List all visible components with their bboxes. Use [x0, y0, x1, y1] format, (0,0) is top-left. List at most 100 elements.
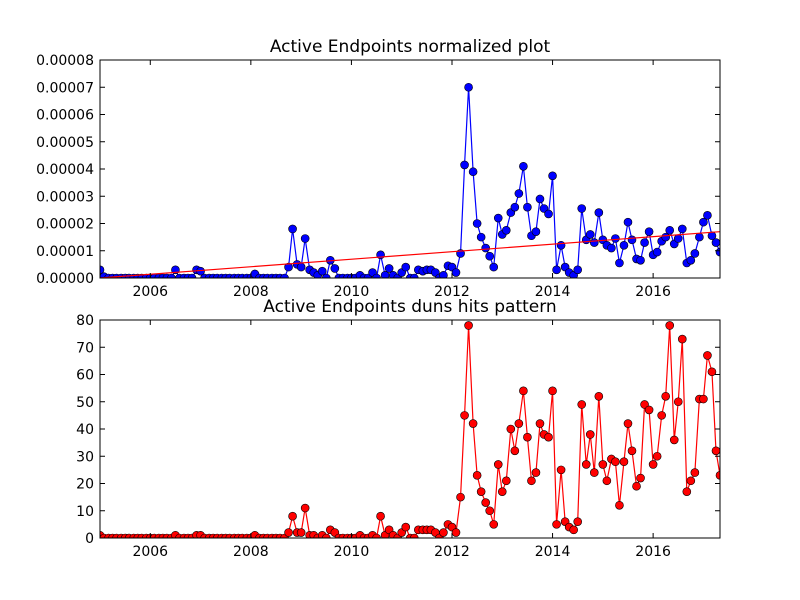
data-point [472, 471, 482, 480]
data-point [464, 82, 473, 92]
data-point [544, 432, 553, 442]
data-point [372, 273, 381, 278]
x-tick-label: 2006 [132, 284, 168, 300]
data-point [552, 265, 561, 275]
data-point [669, 435, 679, 445]
data-point [489, 520, 499, 529]
data-point [372, 533, 381, 538]
x-tick-label: 2008 [233, 284, 269, 300]
data-point [296, 262, 306, 272]
y-tick-label: 40 [76, 422, 94, 438]
data-point [695, 232, 704, 242]
data-point [677, 334, 687, 344]
data-point [384, 264, 394, 273]
y-tick-label: 0.00004 [36, 162, 94, 178]
data-point [556, 241, 566, 250]
x-tick-label: 2016 [635, 284, 671, 300]
data-point [556, 465, 566, 475]
y-tick-label: 0.00005 [36, 135, 94, 151]
data-point [611, 457, 620, 467]
data-point [464, 321, 473, 330]
data-point [703, 211, 712, 220]
data-point [699, 394, 708, 404]
data-point [690, 249, 700, 258]
data-point [321, 273, 331, 278]
y-tick-label: 10 [76, 504, 94, 520]
data-point [409, 533, 419, 538]
data-point [619, 457, 629, 467]
data-point [715, 247, 720, 257]
data-point [585, 230, 595, 239]
data-point [514, 189, 524, 198]
chart-title: Active Endpoints duns hits pattern [263, 297, 556, 317]
data-point [456, 492, 465, 502]
data-point [619, 241, 629, 250]
data-point [501, 476, 511, 486]
data-point [288, 511, 297, 521]
y-tick-label: 0.00000 [36, 271, 94, 287]
data-point [644, 405, 654, 415]
data-point [707, 367, 717, 377]
data-point [623, 217, 633, 227]
data-point [523, 432, 532, 442]
data-point [682, 487, 692, 496]
data-point [468, 419, 478, 428]
data-point [573, 265, 583, 275]
data-point [472, 219, 482, 228]
data-point [288, 224, 297, 234]
y-tick-label: 20 [76, 477, 94, 493]
data-point [330, 264, 340, 273]
y-tick-label: 0.00002 [36, 217, 94, 233]
x-tick-label: 2014 [535, 284, 571, 300]
data-point [527, 476, 536, 486]
data-point [648, 460, 658, 469]
chart-title: Active Endpoints normalized plot [270, 37, 551, 57]
y-tick-label: 0.00007 [36, 80, 94, 96]
x-tick-label: 2010 [334, 544, 370, 560]
data-point [485, 506, 495, 516]
data-point [439, 528, 448, 537]
data-point [615, 500, 624, 510]
data-point [535, 194, 545, 204]
data-point [615, 258, 624, 268]
data-point [548, 171, 557, 181]
y-tick-label: 0 [85, 531, 94, 547]
data-point [661, 391, 670, 401]
data-point [501, 226, 511, 235]
data-point [376, 511, 385, 521]
data-point [519, 161, 528, 171]
data-point [673, 397, 683, 407]
data-point [544, 209, 553, 219]
data-point [636, 473, 645, 483]
data-point [665, 321, 675, 330]
data-point [589, 468, 599, 477]
data-point [623, 419, 633, 428]
data-point [493, 460, 503, 469]
data-point [489, 262, 499, 272]
duns-hits-chart: Active Endpoints duns hits pattern 0 10 20 3… [76, 297, 721, 560]
data-point [296, 528, 306, 537]
data-point [548, 386, 557, 396]
data-point [585, 430, 595, 439]
data-point [640, 238, 649, 247]
data-point [665, 226, 675, 235]
data-point [523, 202, 532, 212]
data-point [594, 208, 604, 217]
data-point [657, 411, 666, 420]
x-tick-label: 2014 [535, 544, 571, 560]
data-point [531, 468, 541, 477]
data-point [300, 503, 310, 513]
data-point [598, 460, 608, 469]
data-point [644, 227, 654, 236]
data-point [535, 419, 545, 428]
data-point [481, 498, 490, 507]
data-point [497, 487, 507, 496]
data-point [552, 520, 561, 529]
data-point [187, 273, 197, 278]
data-point [317, 266, 327, 276]
x-tick-label: 2016 [635, 544, 671, 560]
data-point [401, 522, 411, 532]
data-point [531, 227, 541, 236]
data-point [577, 400, 587, 409]
